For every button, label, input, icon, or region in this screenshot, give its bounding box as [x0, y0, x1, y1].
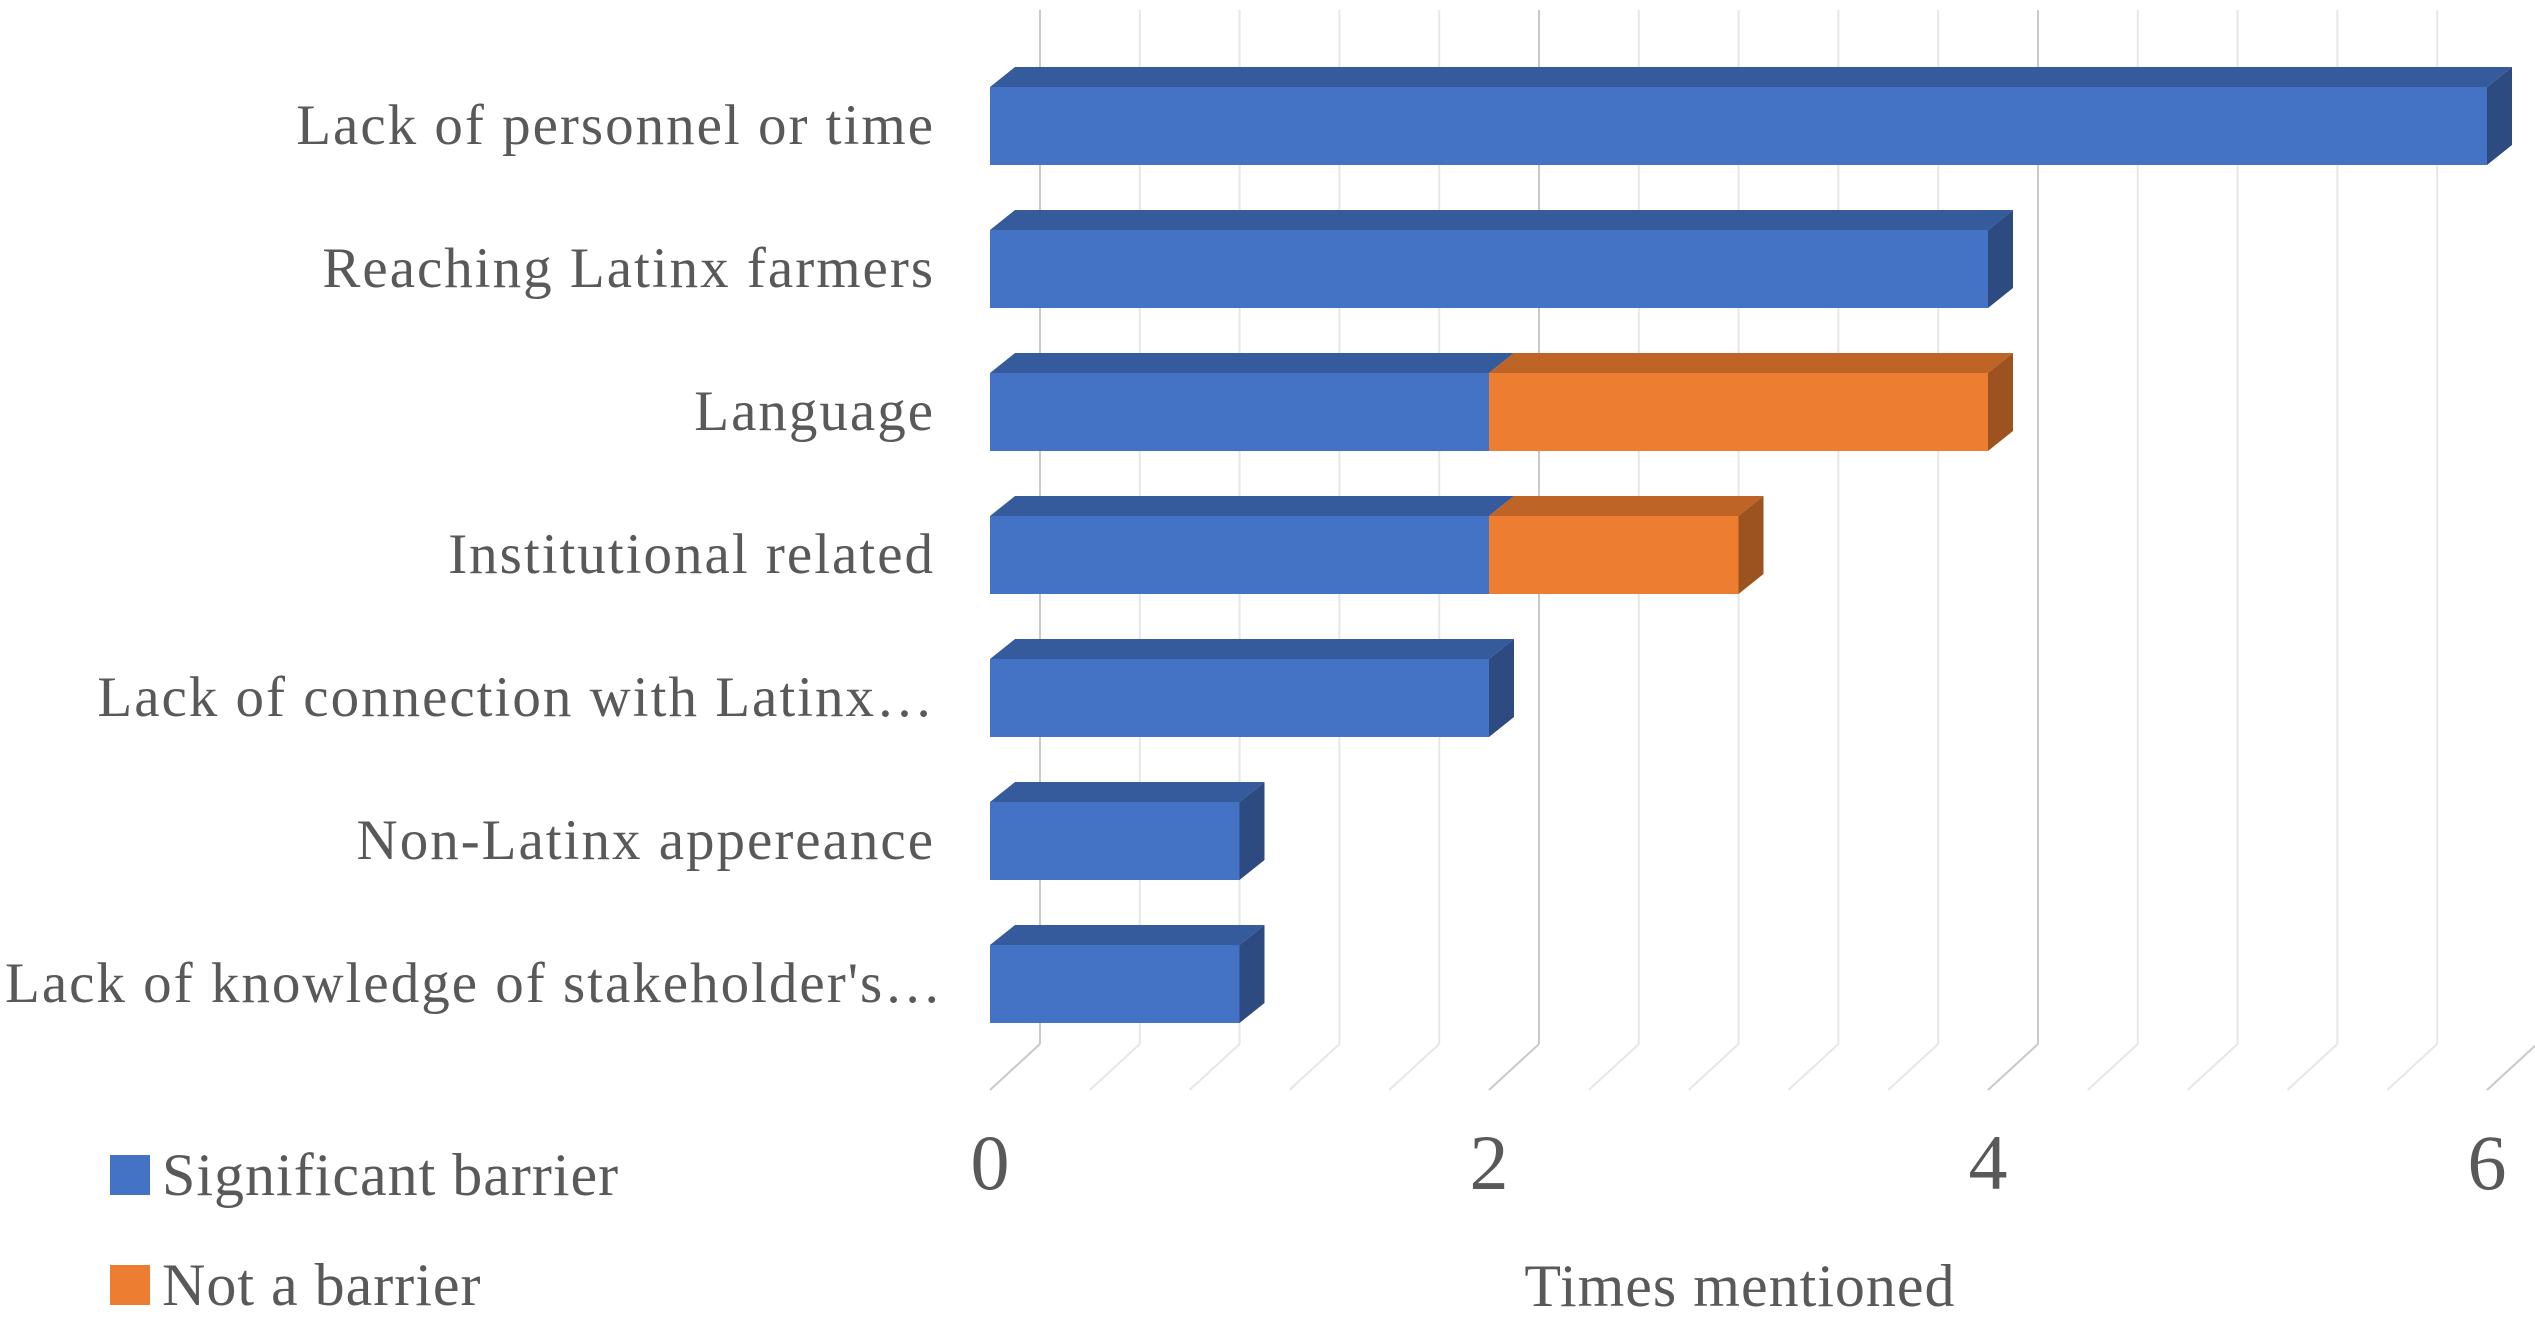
bar-segment [1489, 353, 2013, 373]
bar-segment [990, 210, 2013, 230]
bar-segment [1988, 353, 2013, 451]
legend-item-not-a-barrier: Not a barrier [110, 1250, 482, 1320]
bar-segment [990, 925, 1265, 945]
bar-segment [990, 373, 1489, 451]
legend-label: Not a barrier [162, 1251, 482, 1318]
bar-segment [990, 230, 1988, 308]
floor-gridline [1887, 1043, 1939, 1091]
bar-segment [990, 496, 1514, 516]
floor-gridline [1987, 1043, 2039, 1091]
category-label: Lack of connection with Latinx… [97, 666, 935, 729]
bar-segment [1239, 782, 1265, 880]
bar-segment [1239, 925, 1265, 1023]
bar-segment [2487, 67, 2512, 165]
floor-gridline [2087, 1043, 2139, 1091]
bar-segment [1738, 496, 1764, 594]
x-axis-tick-label: 6 [2467, 1119, 2507, 1206]
legend-swatch-blue-icon [110, 1155, 150, 1195]
floor-gridline [1288, 1043, 1341, 1091]
x-axis-title: Times mentioned [1524, 1253, 1956, 1319]
category-label: Institutional related [448, 523, 935, 586]
bar-segment [990, 87, 2487, 165]
bar-segment [1489, 516, 1739, 594]
x-axis-tick-label: 4 [1968, 1119, 2008, 1206]
category-label: Reaching Latinx farmers [322, 237, 935, 300]
x-axis-tick-label: 2 [1469, 1119, 1509, 1206]
floor-gridline [1787, 1043, 1840, 1091]
legend-item-significant-barrier: Significant barrier [110, 1140, 619, 1210]
floor-gridline [1188, 1043, 1241, 1091]
floor-gridline [2486, 1044, 2535, 1091]
category-label: Non-Latinx appereance [356, 809, 935, 872]
bar-segment [1489, 639, 1514, 737]
bar-segment [990, 516, 1489, 594]
floor-gridline [1588, 1043, 1640, 1091]
floor-gridline [1488, 1043, 1540, 1091]
bar-segment [990, 639, 1514, 659]
category-label: Lack of knowledge of stakeholder's… [5, 952, 944, 1015]
floor-gridline [1687, 1043, 1740, 1091]
bar-segment [990, 353, 1514, 373]
floor-gridline [2186, 1043, 2239, 1091]
bar-segment [990, 945, 1240, 1023]
bar-segment [1489, 496, 1764, 516]
legend-swatch-orange-icon [110, 1265, 150, 1305]
bar-segment [1489, 373, 1988, 451]
category-label: Language [694, 380, 935, 443]
category-label: Lack of personnel or time [296, 94, 935, 157]
floor-gridline [989, 1043, 1041, 1091]
bar-segment [990, 782, 1265, 802]
floor-gridline [1089, 1043, 1141, 1091]
floor-gridline [2286, 1043, 2339, 1091]
bar-segment [990, 802, 1240, 880]
x-axis-tick-label: 0 [970, 1119, 1010, 1206]
floor-gridline [2386, 1043, 2438, 1091]
floor-gridline [1388, 1043, 1440, 1091]
bar-segment [990, 67, 2512, 87]
legend-label: Significant barrier [162, 1141, 620, 1208]
bar-segment [1988, 210, 2013, 308]
bar-segment [990, 659, 1489, 737]
